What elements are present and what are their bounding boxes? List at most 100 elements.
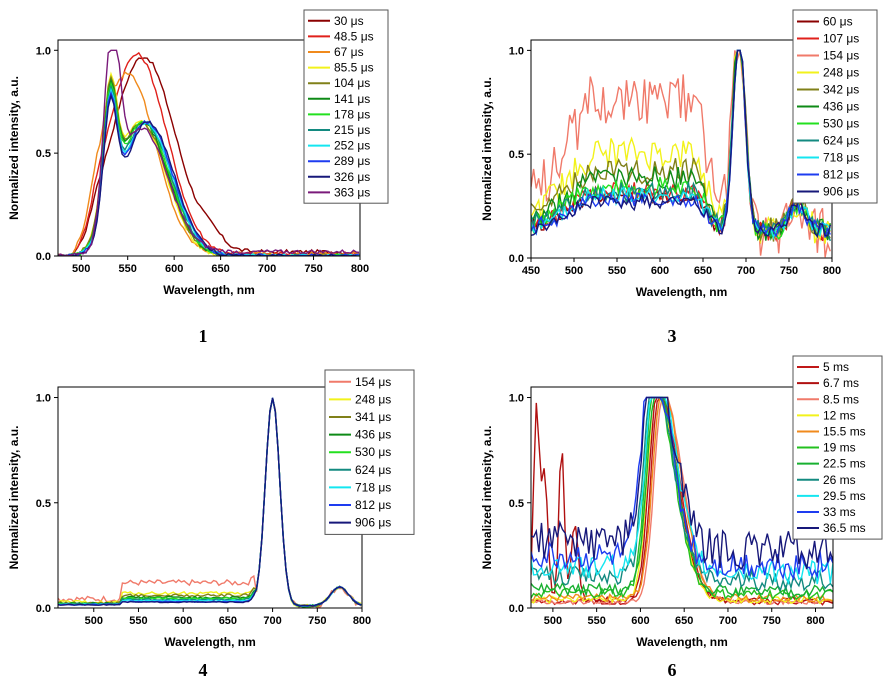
legend-label: 15.5 ms: [823, 424, 866, 438]
legend-label: 624 μs: [823, 134, 859, 148]
x-tick-label: 650: [219, 615, 237, 627]
legend-label: 30 μs: [334, 14, 364, 28]
y-axis-label: Normalized intensity, a.u.: [480, 426, 494, 570]
legend-label: 154 μs: [823, 49, 859, 63]
legend-label: 29.5 ms: [823, 489, 866, 503]
panel-label-4: 4: [198, 660, 208, 680]
legend-label: 178 μs: [334, 107, 370, 121]
legend-label: 104 μs: [334, 76, 370, 90]
legend-label: 624 μs: [355, 463, 391, 477]
series-group: [58, 397, 362, 608]
legend-label: 5 ms: [823, 360, 849, 374]
panel-label-1: 1: [198, 326, 208, 346]
panel-label-6: 6: [667, 660, 677, 680]
series-line-1: [58, 398, 362, 608]
x-tick-label: 550: [129, 615, 147, 627]
legend-label: 48.5 μs: [334, 29, 374, 43]
legend-label: 906 μs: [823, 185, 859, 199]
x-tick-label: 550: [608, 265, 626, 277]
series-line-11: [531, 49, 831, 238]
y-axis-label: Normalized intensity, a.u.: [480, 77, 494, 221]
x-tick-label: 700: [719, 615, 737, 627]
legend-label: 342 μs: [823, 83, 859, 97]
x-tick-label: 650: [694, 265, 712, 277]
series-line-2: [531, 396, 833, 605]
y-tick-label: 0.5: [509, 498, 524, 510]
x-tick-label: 750: [780, 265, 798, 277]
series-line-9: [58, 397, 362, 607]
x-tick-label: 450: [522, 265, 540, 277]
series-line-1: [531, 396, 833, 606]
series-group: [531, 396, 833, 606]
x-tick-label: 800: [823, 265, 841, 277]
legend-label: 33 ms: [823, 505, 856, 519]
x-axis-label: Wavelength, nm: [164, 635, 256, 649]
legend-label: 248 μs: [823, 66, 859, 80]
chart-panel-6: 500 550 600 650 700 750 800 0.0 0.5 1.0 Wavelength…: [480, 355, 883, 649]
legend-label: 85.5 μs: [334, 61, 374, 75]
x-tick-label: 800: [351, 263, 369, 275]
legend-label: 341 μs: [355, 410, 391, 424]
y-tick-label: 0.5: [36, 148, 51, 160]
legend-label: 812 μs: [355, 498, 391, 512]
y-axis-label: Normalized intensity, a.u.: [7, 426, 21, 570]
series-line-8: [531, 49, 831, 242]
y-tick-label: 0.0: [509, 253, 524, 265]
legend-box: [303, 9, 389, 204]
x-tick-label: 600: [651, 265, 669, 277]
x-tick-label: 750: [304, 263, 322, 275]
x-tick-label: 750: [763, 615, 781, 627]
legend-label: 12 ms: [823, 408, 856, 422]
legend-label: 248 μs: [355, 392, 391, 406]
legend-label: 289 μs: [334, 154, 370, 168]
legend-label: 154 μs: [355, 375, 391, 389]
y-tick-label: 1.0: [509, 393, 524, 405]
x-axis-label: Wavelength, nm: [163, 283, 255, 297]
x-tick-label: 600: [631, 615, 649, 627]
series-line-5: [531, 396, 833, 604]
x-tick-label: 500: [85, 615, 103, 627]
y-tick-label: 0.0: [36, 603, 51, 615]
x-tick-label: 800: [806, 615, 824, 627]
legend-label: 906 μs: [355, 516, 391, 530]
legend-label: 22.5 ms: [823, 457, 866, 471]
series-line-6: [58, 397, 362, 607]
x-tick-label: 800: [353, 615, 371, 627]
y-tick-label: 0.5: [36, 498, 51, 510]
series-line-1: [58, 57, 360, 256]
legend-label: 718 μs: [823, 151, 859, 165]
series-line-3: [58, 397, 362, 608]
y-tick-label: 1.0: [36, 393, 51, 405]
legend: 5 ms 6.7 ms 8.5 ms 12 ms 15.5 ms 19 ms 22.5 ms…: [792, 355, 883, 540]
x-tick-label: 500: [72, 263, 90, 275]
series-line-8: [58, 397, 362, 608]
series-line-9: [531, 396, 833, 586]
y-tick-label: 0.0: [509, 603, 524, 615]
x-axis-label: Wavelength, nm: [636, 635, 728, 649]
panel-label-3: 3: [667, 326, 677, 346]
legend-label: 436 μs: [355, 428, 391, 442]
y-axis-label: Normalized intensity, a.u.: [7, 76, 21, 220]
legend-label: 107 μs: [823, 32, 859, 46]
x-axis-label: Wavelength, nm: [636, 285, 728, 299]
legend-label: 36.5 ms: [823, 521, 866, 535]
series-line-10: [531, 396, 833, 581]
y-tick-label: 0.5: [509, 149, 524, 161]
legend-label: 6.7 ms: [823, 376, 859, 390]
series-line-7: [58, 397, 362, 608]
series-line-4: [58, 397, 362, 608]
chart-panel-1: 500 550 600 650 700 750 800 0.0 0.5 1.0 Wavelength…: [7, 9, 389, 297]
legend-label: 436 μs: [823, 100, 859, 114]
legend-label: 67 μs: [334, 45, 364, 59]
x-tick-label: 700: [258, 263, 276, 275]
legend-label: 530 μs: [355, 445, 391, 459]
series-line-11: [531, 396, 833, 571]
series-line-5: [531, 49, 831, 242]
series-line-8: [531, 396, 833, 592]
series-line-12: [58, 49, 360, 256]
series-group: [58, 49, 360, 256]
y-tick-label: 1.0: [509, 45, 524, 57]
x-tick-label: 550: [119, 263, 137, 275]
x-tick-label: 700: [263, 615, 281, 627]
